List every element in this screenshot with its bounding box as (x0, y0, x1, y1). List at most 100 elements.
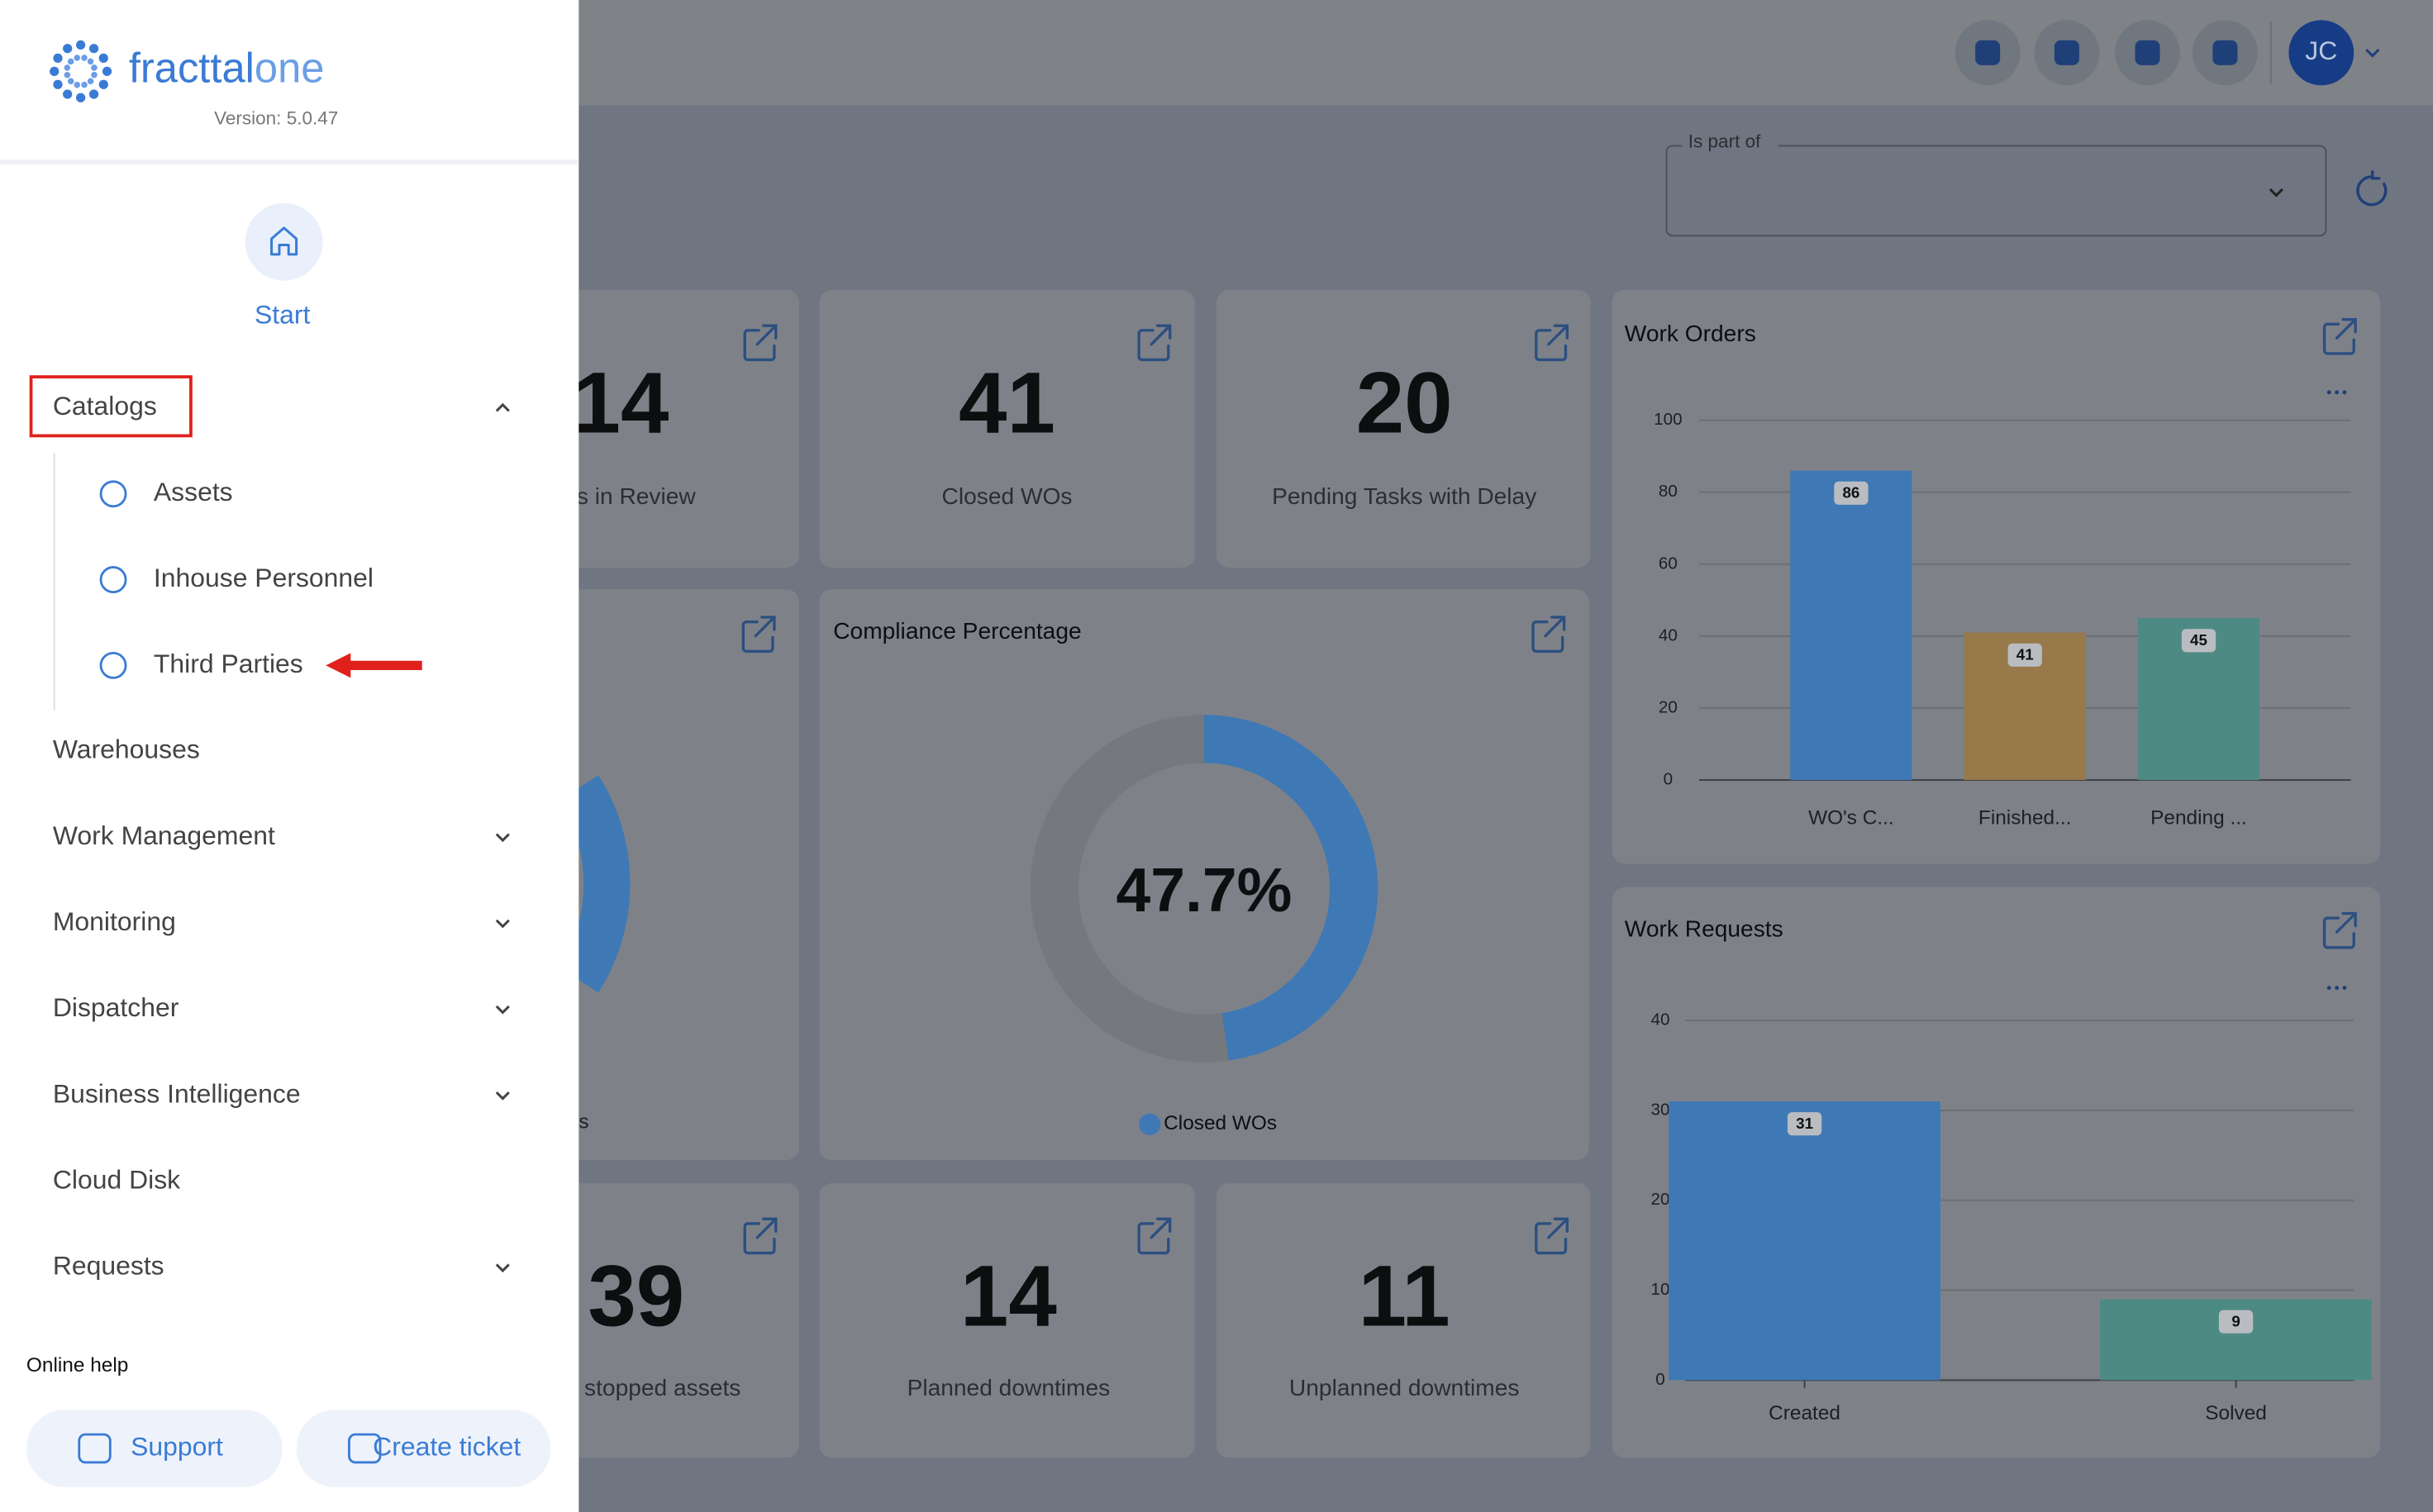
external-link-icon[interactable] (1535, 324, 1569, 362)
filter-label-bg (1682, 136, 1778, 152)
avatar-initials: JC (2305, 36, 2337, 65)
legend-marker (1139, 1113, 1161, 1135)
more-dot[interactable] (2335, 986, 2340, 991)
logo-dot (98, 79, 108, 89)
logo-dot (53, 53, 63, 64)
help-button-label: Create ticket (373, 1431, 521, 1461)
bar[interactable] (1669, 1101, 1941, 1381)
logo-dot (91, 64, 98, 71)
chart-title: Work Orders (1625, 321, 1756, 346)
chevron-icon[interactable] (2365, 48, 2380, 58)
kpi-label: Closed WOs (942, 483, 1073, 509)
chevron-icon[interactable] (495, 919, 510, 929)
y-tick-label: 30 (1651, 1100, 1670, 1119)
donut-segment[interactable] (1030, 715, 1378, 1063)
partial-donut (559, 775, 631, 993)
donut-center-label: 47.7% (1117, 855, 1293, 925)
chevron-icon[interactable] (495, 1263, 510, 1273)
start-label: Start (255, 299, 311, 329)
y-tick-label: 40 (1659, 625, 1678, 644)
header-icon (1975, 40, 2001, 65)
help-button[interactable] (26, 1410, 283, 1487)
value-label-bg (1787, 1112, 1822, 1136)
logo-dot (53, 79, 63, 89)
kpi-label: Planned downtimes (907, 1375, 1111, 1400)
logo-dot (76, 40, 86, 50)
y-tick-label: 100 (1654, 410, 1682, 429)
more-dot[interactable] (2326, 986, 2331, 991)
chevron-icon[interactable] (495, 1091, 510, 1101)
external-link-icon[interactable] (741, 616, 776, 653)
logo-dot (91, 71, 98, 78)
refresh-icon[interactable] (2356, 170, 2388, 207)
menu-item: Cloud Disk (53, 1164, 180, 1194)
external-link-icon[interactable] (743, 1217, 778, 1255)
value-label: 86 (1842, 484, 1859, 502)
logo-dot (81, 81, 88, 88)
more-dot[interactable] (2342, 390, 2347, 395)
more-dot[interactable] (2342, 986, 2347, 991)
logo-dot (64, 64, 71, 71)
x-tick-label: Pending ... (2150, 806, 2247, 829)
logo-dot (74, 81, 81, 88)
chevron-icon[interactable] (495, 833, 510, 843)
partial-card-label: s (578, 1110, 588, 1133)
bar[interactable] (1790, 470, 1912, 781)
logo-dot (88, 44, 99, 54)
external-link-icon[interactable] (2322, 317, 2357, 355)
card (819, 589, 1589, 1160)
external-link-icon[interactable] (2322, 911, 2357, 949)
more-dot[interactable] (2326, 390, 2331, 395)
value-label-bg (2007, 643, 2042, 667)
y-tick-label: 60 (1659, 554, 1678, 573)
logo-dot (74, 55, 80, 61)
button-icon (78, 1433, 112, 1464)
external-link-icon[interactable] (743, 324, 778, 362)
value-label-bg (1834, 481, 1869, 505)
brand: fracttalone (129, 45, 325, 92)
filter-label: Is part of (1688, 131, 1761, 152)
kpi-label: s in Review (577, 483, 697, 509)
kpi-label: Pending Tasks with Delay (1272, 483, 1537, 509)
chart-title: Compliance Percentage (833, 618, 1081, 644)
menu-item: Dispatcher (53, 992, 179, 1022)
menu-item: Requests (53, 1251, 164, 1281)
filter-select[interactable] (1665, 145, 2327, 237)
kpi-value: 11 (1359, 1248, 1450, 1344)
menu-item: Catalogs (53, 391, 157, 421)
logo-dot (63, 89, 73, 99)
avatar[interactable] (2288, 20, 2354, 86)
divider (2269, 21, 2272, 84)
value-label-bg (2218, 1310, 2254, 1334)
kpi-label: Unplanned downtimes (1289, 1375, 1519, 1400)
logo-dot (63, 44, 73, 54)
value-label: 45 (2190, 631, 2207, 649)
external-link-icon[interactable] (1137, 324, 1172, 362)
chevron-icon[interactable] (495, 402, 510, 412)
card (819, 289, 1195, 568)
kpi-value: 20 (1356, 354, 1453, 451)
y-tick-label: 10 (1651, 1280, 1670, 1299)
home-icon (270, 226, 298, 256)
help-button[interactable] (296, 1410, 551, 1487)
more-dot[interactable] (2335, 390, 2340, 395)
chevron-icon[interactable] (495, 1005, 510, 1015)
external-link-icon[interactable] (1531, 616, 1566, 653)
x-tick-label: Finished... (1978, 806, 2072, 829)
submenu-icon (99, 566, 127, 594)
home-button[interactable] (245, 202, 323, 281)
card (819, 1183, 1195, 1458)
kpi-label: stopped assets (584, 1375, 740, 1400)
submenu-item: Assets (154, 477, 233, 506)
card (1216, 289, 1591, 568)
kpi-value: 14 (573, 354, 669, 451)
logo-dot (81, 55, 88, 61)
external-link-icon[interactable] (1535, 1217, 1569, 1255)
chevron-icon[interactable] (2269, 188, 2283, 197)
help-button-label: Support (131, 1431, 223, 1461)
external-link-icon[interactable] (1137, 1217, 1172, 1255)
submenu-icon (99, 651, 127, 679)
brand-suffix: one (255, 45, 325, 92)
